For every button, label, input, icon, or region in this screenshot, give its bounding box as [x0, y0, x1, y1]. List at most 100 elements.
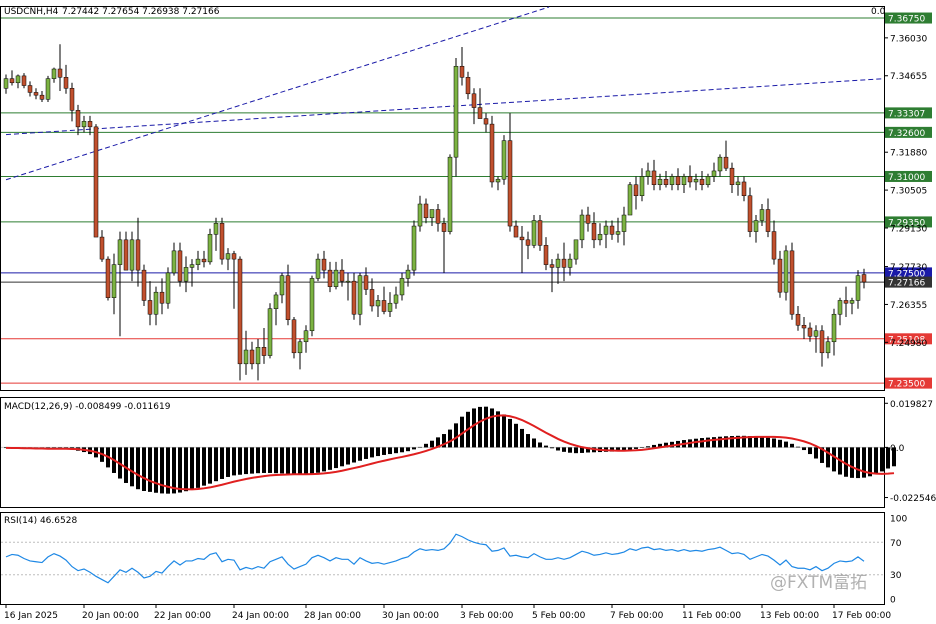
macd-histogram-bar [742, 435, 746, 448]
macd-histogram-bar [868, 447, 872, 477]
candle-body [855, 275, 861, 301]
candle-body [747, 195, 753, 232]
candle-body [447, 156, 453, 232]
candle-body [81, 121, 87, 128]
candle-body [351, 280, 357, 315]
candle-body [501, 140, 507, 180]
macd-histogram-bar [790, 443, 794, 448]
candle-body [339, 269, 345, 282]
candle-body [735, 181, 741, 185]
macd-histogram-bar [280, 447, 284, 474]
macd-histogram-bar [448, 429, 452, 448]
candle-body [117, 239, 123, 265]
macd-histogram-bar [196, 447, 200, 488]
level-price-tag [885, 333, 932, 345]
macd-histogram-bar [826, 447, 830, 468]
chart-header-ohlc: 7.27442 7.27654 7.26938 7.27166 [62, 7, 220, 17]
candle-body [807, 327, 813, 337]
macd-histogram-bar [298, 447, 302, 475]
candle-body [99, 236, 105, 260]
rsi-title: RSI(14) 46.6528 [4, 516, 77, 526]
candle-body [183, 267, 189, 282]
candle-body [657, 178, 663, 185]
candle-body [555, 258, 561, 268]
macd-histogram-bar [442, 434, 446, 448]
macd-histogram-bar [172, 447, 176, 494]
macd-histogram-bar [538, 442, 542, 448]
candle-body [369, 289, 375, 307]
candle-body [603, 225, 609, 235]
macd-indicator: 0.019827 0.0 -0.022546 [1, 400, 936, 504]
macd-histogram-bar [778, 439, 782, 448]
level-price-tag [885, 267, 932, 279]
candle-body [861, 274, 867, 283]
candle-body [15, 75, 21, 84]
candle-body [381, 300, 387, 312]
rsi-tick-label: 0 [890, 596, 896, 606]
time-tick-label: 28 Jan 00:00 [304, 611, 361, 621]
trend-line [5, 78, 885, 136]
candle-body [231, 253, 237, 260]
candle-body [153, 291, 159, 315]
candle-body [531, 220, 537, 246]
macd-histogram-bar [478, 406, 482, 448]
trend-lines [5, 6, 885, 181]
candle-body [471, 93, 477, 108]
macd-histogram-bar [142, 447, 146, 491]
candle-body [423, 203, 429, 219]
candle-body [279, 275, 285, 296]
candle-body [93, 126, 99, 238]
candle-body [705, 176, 711, 185]
candle-body [69, 88, 75, 111]
candle-body [573, 239, 579, 260]
macd-histogram-bar [460, 416, 464, 448]
candle-body [597, 234, 603, 241]
price-tick-label: 7.24980 [890, 339, 927, 349]
level-price-tag-text: 7.36750 [888, 15, 925, 25]
candle-body [405, 269, 411, 279]
macd-histogram-bar [718, 436, 722, 448]
macd-histogram-bar [490, 408, 494, 448]
macd-histogram-bar [274, 447, 278, 474]
macd-histogram-bar [244, 447, 248, 475]
candle-body [39, 94, 45, 100]
candle-body [495, 178, 501, 183]
macd-histogram-bar [520, 428, 524, 448]
candle-body [333, 269, 339, 287]
candle-body [567, 258, 573, 268]
level-price-tag-text: 7.31000 [888, 173, 925, 183]
candle-body [429, 209, 435, 219]
time-tick-label: 17 Feb 00:00 [832, 611, 891, 621]
macd-histogram-bar [484, 406, 488, 448]
candle-body [663, 178, 669, 185]
candle-body [165, 272, 171, 304]
candle-body [699, 178, 705, 185]
macd-histogram-bar [160, 447, 164, 494]
candle-body [285, 275, 291, 320]
candle-body [435, 209, 441, 224]
level-price-tag-text: 7.27166 [888, 279, 925, 289]
macd-histogram-bar [178, 447, 182, 493]
macd-histogram-bar [634, 447, 638, 449]
candle-body [651, 170, 657, 185]
candle-body [171, 250, 177, 274]
candle-body [219, 223, 225, 260]
candle-body [243, 349, 249, 365]
time-tick-label: 11 Feb 00:00 [682, 611, 741, 621]
macd-histogram-bar [784, 441, 788, 448]
macd-histogram-bar [364, 447, 368, 459]
macd-histogram-bar [760, 436, 764, 448]
candle-body [21, 75, 27, 86]
level-price-tag [885, 170, 932, 182]
macd-histogram-bar [322, 447, 326, 472]
candle-body [579, 214, 585, 241]
candle-body [837, 300, 843, 315]
macd-histogram-bar [454, 423, 458, 448]
macd-histogram-bar [622, 447, 626, 451]
candle-body [585, 214, 591, 224]
candle-body [843, 300, 849, 304]
candle-body [201, 258, 207, 263]
fxtm-watermark: @FXTM富拓 [770, 573, 867, 593]
macd-histogram-bar [658, 443, 662, 448]
